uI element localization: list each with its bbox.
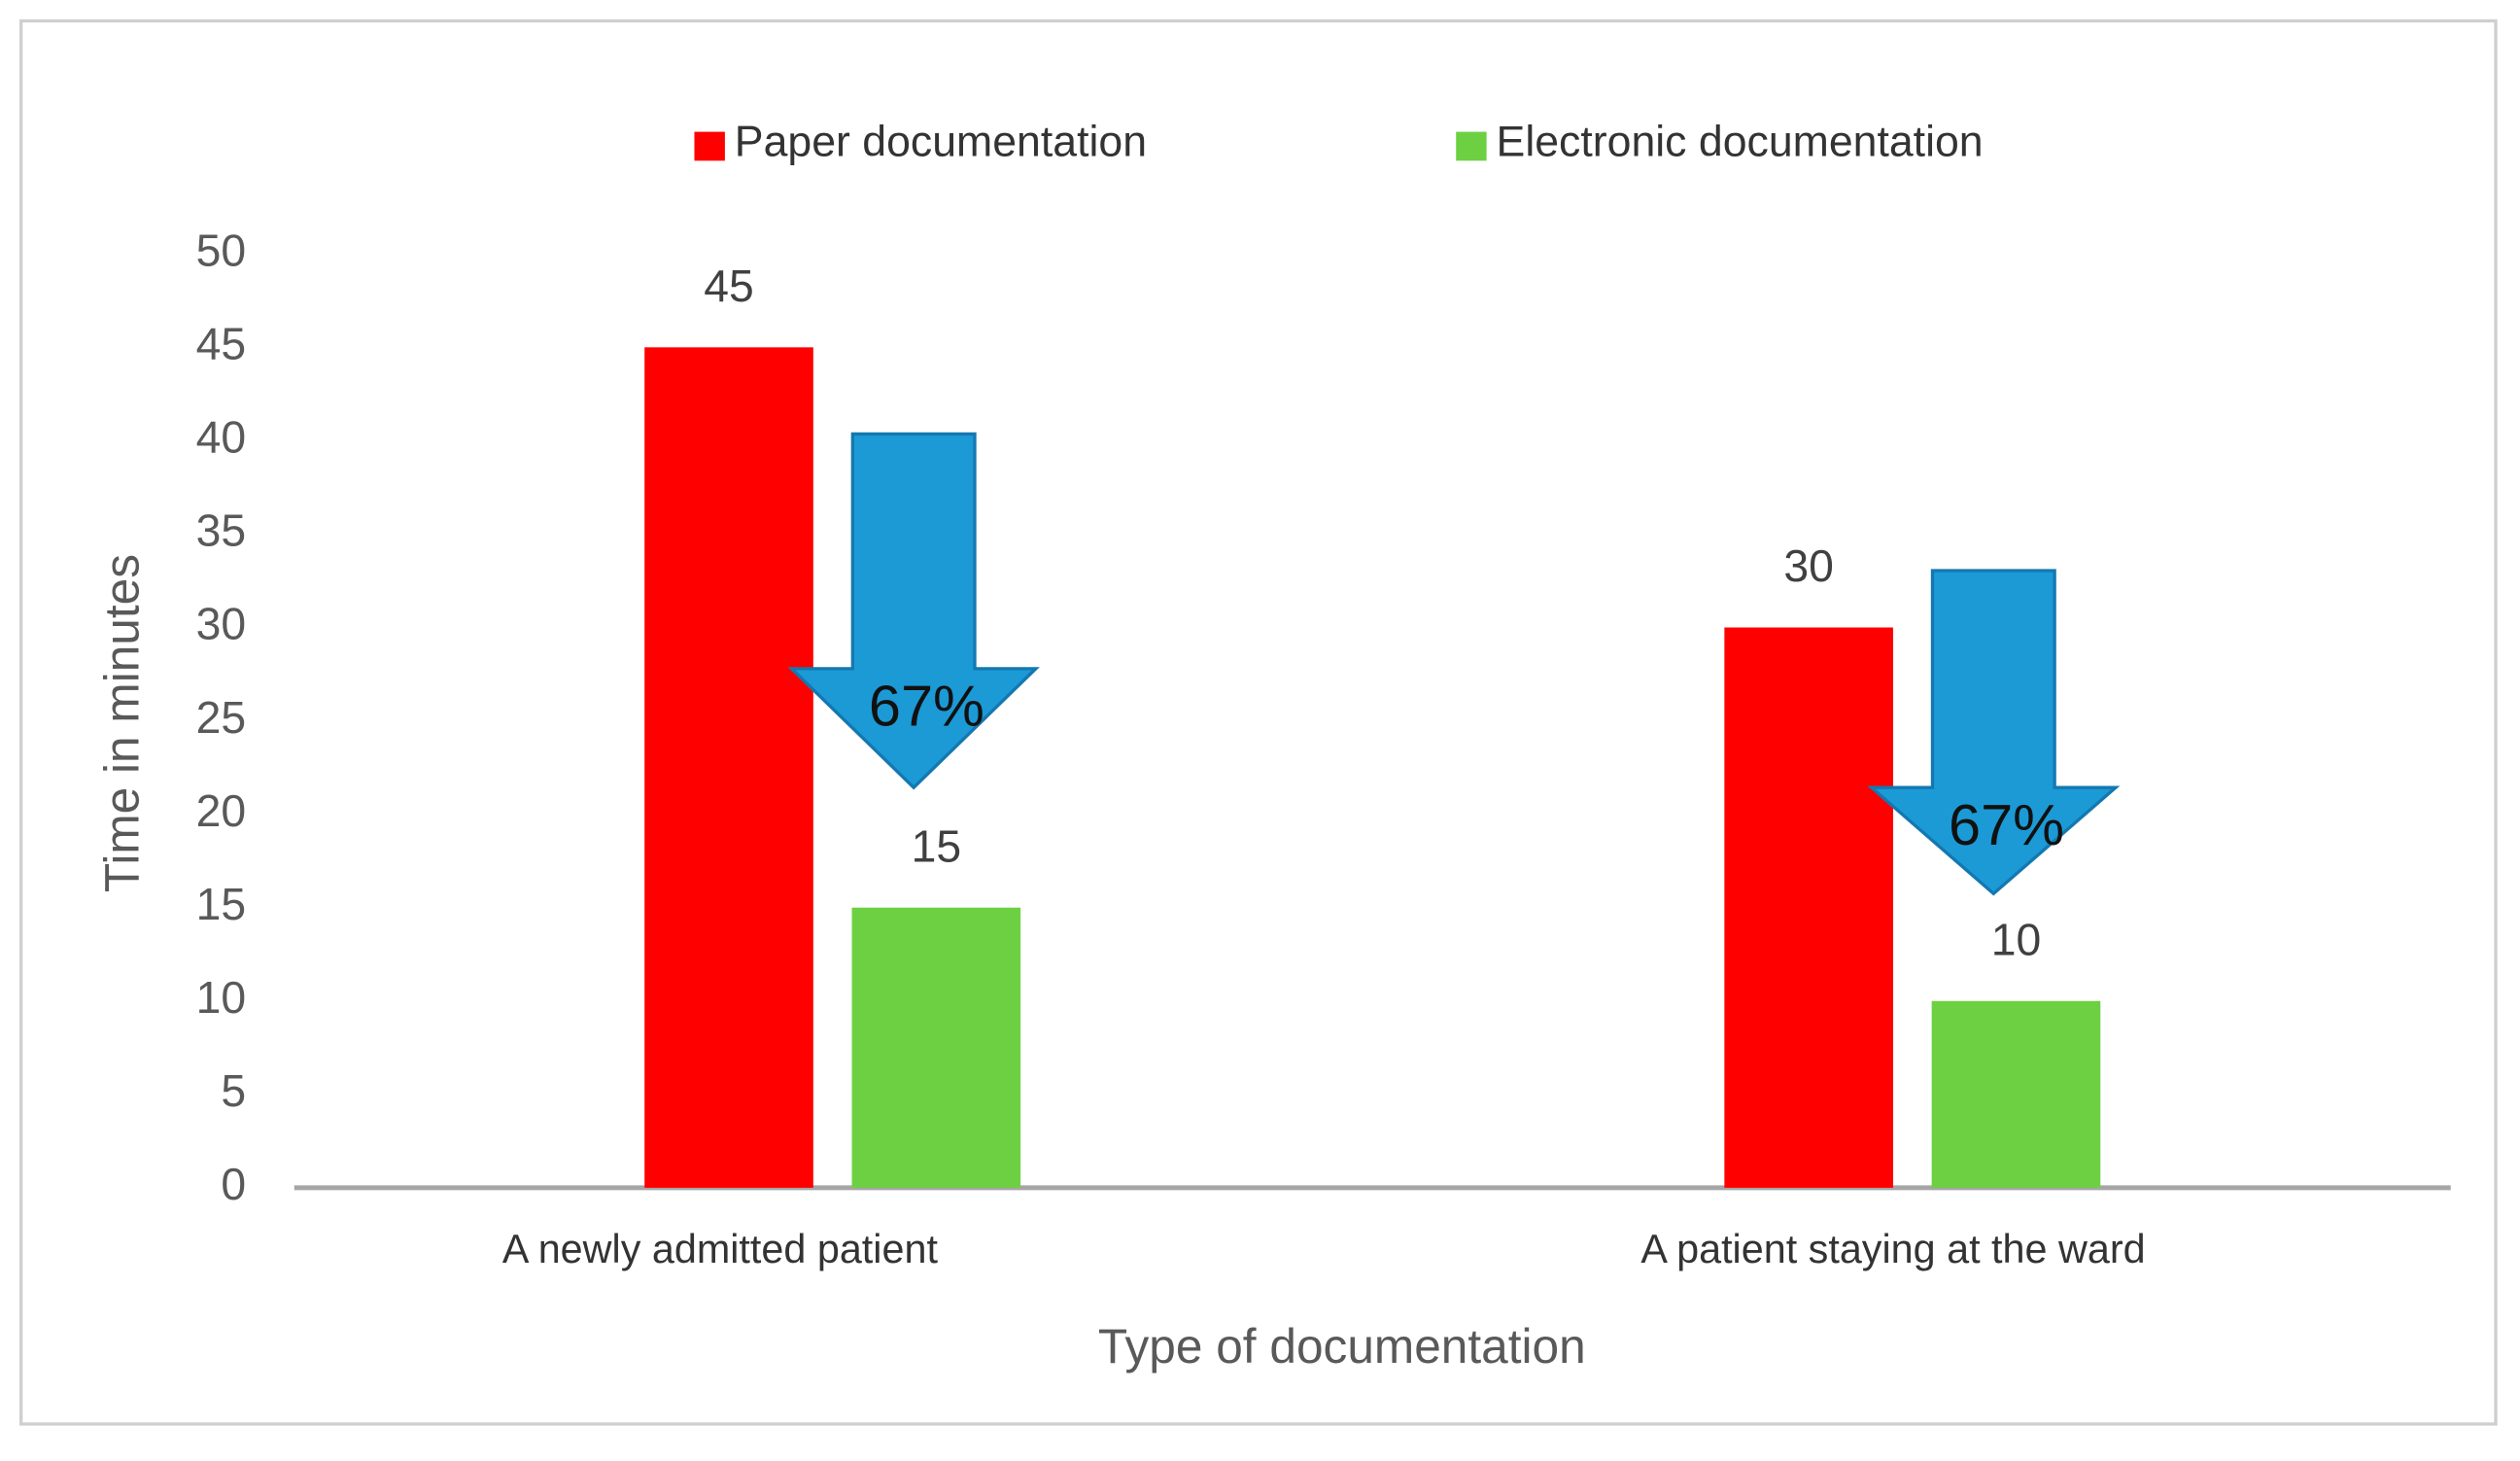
arrow (787, 432, 1040, 790)
y-tick-label: 40 (196, 412, 246, 463)
bar (1931, 1000, 2101, 1188)
bar (851, 907, 1021, 1188)
annotation: 67% (869, 674, 984, 739)
chart-border (19, 18, 2498, 1426)
y-tick-label: 20 (196, 785, 246, 836)
legend-label: Electronic documentation (1497, 119, 1984, 166)
value-label: 15 (912, 820, 961, 871)
value-label: 45 (704, 261, 753, 311)
x-tick-label: A patient staying at the ward (1640, 1227, 2145, 1271)
legend-label: Paper documentation (735, 119, 1147, 166)
y-tick-label: 50 (196, 225, 246, 275)
annotation: 67% (1949, 792, 2064, 857)
y-tick-label: 30 (196, 599, 246, 649)
bar (1724, 627, 1893, 1188)
y-tick-label: 0 (221, 1159, 246, 1209)
value-label: 30 (1783, 540, 1833, 591)
x-tick-label: A newly admitted patient (502, 1227, 939, 1271)
legend-swatch (694, 131, 725, 161)
y-tick-label: 5 (221, 1065, 246, 1116)
y-tick-label: 10 (196, 972, 246, 1023)
y-axis-title: Time in minutes (94, 554, 149, 892)
bar (644, 347, 813, 1188)
y-tick-label: 15 (196, 879, 246, 929)
value-label: 10 (1991, 914, 2041, 964)
y-tick-label: 35 (196, 505, 246, 556)
x-axis-title: Type of documentation (1098, 1319, 1586, 1374)
legend-swatch (1456, 131, 1487, 161)
arrow (1867, 569, 2121, 896)
y-tick-label: 25 (196, 692, 246, 743)
y-tick-label: 45 (196, 319, 246, 369)
